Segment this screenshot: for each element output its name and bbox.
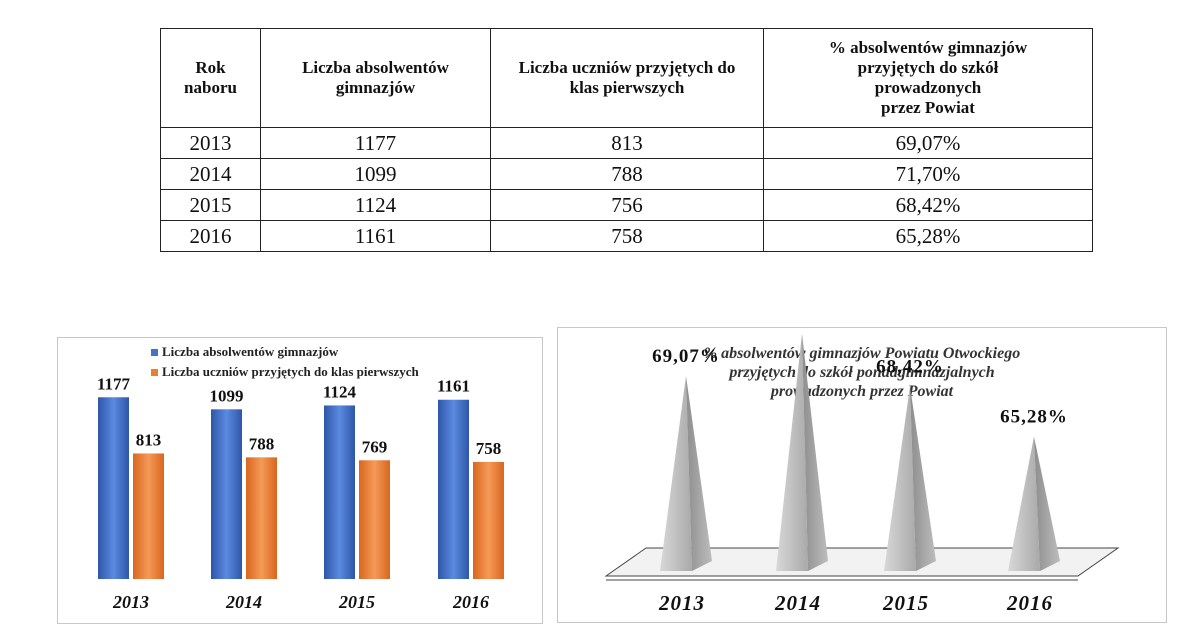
table-row: 2014 1099 788 71,70% [160, 158, 1093, 190]
cell-graduates: 1124 [260, 189, 491, 221]
chart-floor [604, 547, 1120, 577]
data-label-admitted-2016: 758 [476, 439, 502, 458]
bar-admitted-2014 [246, 457, 277, 579]
bar-chart: Liczba absolwentów gimnazjów Liczba uczni… [97, 344, 504, 612]
cell-graduates: 1099 [260, 158, 491, 190]
data-label-admitted-2014: 788 [249, 434, 275, 453]
bar-admitted-2013 [133, 453, 164, 579]
bar-graduates-2013 [98, 397, 129, 579]
bar-graduates-2014 [211, 409, 242, 579]
legend-swatch-graduates [151, 349, 158, 356]
header-liczba-absolwentow: Liczba absolwentów gimnazjów [260, 28, 491, 128]
data-label-admitted-2013: 813 [136, 430, 162, 449]
data-label-graduates-2015: 1124 [323, 382, 357, 401]
chart-title-line-3: prowadzonych przez Powiat [769, 383, 954, 400]
data-label-graduates-2014: 1099 [210, 386, 244, 405]
header-rok-naboru: Rok naboru [160, 28, 261, 128]
pyramid-side-2013 [686, 375, 712, 571]
cell-year: 2013 [160, 127, 261, 159]
pyramid-front-2013 [660, 375, 692, 571]
category-label-2015: 2015 [882, 591, 929, 615]
recruitment-table: Rok naboru Liczba absolwentów gimnazjów … [160, 28, 1093, 252]
chart-title-line-1: % absolwentów gimnazjów Powiatu Otwockie… [704, 345, 1020, 362]
category-label-2014: 2014 [225, 592, 262, 612]
category-label-2013: 2013 [112, 592, 149, 612]
pyramid-side-2016 [1034, 436, 1060, 571]
category-label-2013: 2013 [658, 591, 705, 615]
chart-title-line-2: przyjętych do szkół ponadgimnazjalnych [727, 364, 994, 381]
cell-percent: 68,42% [763, 189, 1093, 221]
cell-percent: 71,70% [763, 158, 1093, 190]
pyramid-chart: % absolwentów gimnazjów Powiatu Otwockie… [604, 333, 1120, 615]
legend-swatch-admitted [151, 369, 158, 376]
cell-year: 2016 [160, 220, 261, 252]
data-label-graduates-2013: 1177 [97, 374, 131, 393]
data-label-admitted-2015: 769 [362, 437, 388, 456]
bar-chart-panel: Liczba absolwentów gimnazjów Liczba uczni… [57, 337, 543, 624]
data-label-2015: 68,42% [876, 356, 944, 377]
data-label-2016: 65,28% [1000, 407, 1068, 428]
cell-year: 2014 [160, 158, 261, 190]
cell-admitted: 756 [490, 189, 764, 221]
cell-percent: 65,28% [763, 220, 1093, 252]
header-liczba-uczniow: Liczba uczniów przyjętych do klas pierws… [490, 28, 764, 128]
data-label-2013: 69,07% [652, 346, 720, 367]
bar-graduates-2016 [438, 399, 469, 579]
legend-label-admitted: Liczba uczniów przyjętych do klas pierws… [162, 364, 420, 379]
pyramid-chart-panel: % absolwentów gimnazjów Powiatu Otwockie… [557, 327, 1167, 623]
legend-label-graduates: Liczba absolwentów gimnazjów [162, 344, 339, 359]
table-row: 2013 1177 813 69,07% [160, 127, 1093, 159]
cell-percent: 69,07% [763, 127, 1093, 159]
table-header-row: Rok naboru Liczba absolwentów gimnazjów … [160, 28, 1093, 128]
bar-admitted-2016 [473, 461, 504, 579]
data-label-graduates-2016: 1161 [437, 377, 470, 396]
cell-year: 2015 [160, 189, 261, 221]
pyramid-front-2016 [1008, 436, 1040, 571]
pyramid-front-2014 [776, 333, 808, 571]
table-row: 2016 1161 758 65,28% [160, 220, 1093, 252]
cell-graduates: 1161 [260, 220, 491, 252]
header-procent-absolwentow: % absolwentów gimnazjów przyjętych do sz… [763, 28, 1093, 128]
category-label-2016: 2016 [1006, 591, 1053, 615]
cell-admitted: 788 [490, 158, 764, 190]
category-label-2014: 2014 [774, 591, 821, 615]
category-label-2015: 2015 [338, 592, 375, 612]
pyramid-side-2015 [910, 386, 936, 571]
cell-admitted: 813 [490, 127, 764, 159]
cell-graduates: 1177 [260, 127, 491, 159]
bar-graduates-2015 [324, 405, 355, 579]
pyramid-front-2015 [884, 386, 916, 571]
category-label-2016: 2016 [452, 592, 489, 612]
cell-admitted: 758 [490, 220, 764, 252]
pyramid-side-2014 [802, 333, 828, 571]
table-row: 2015 1124 756 68,42% [160, 189, 1093, 221]
bar-admitted-2015 [359, 460, 390, 579]
